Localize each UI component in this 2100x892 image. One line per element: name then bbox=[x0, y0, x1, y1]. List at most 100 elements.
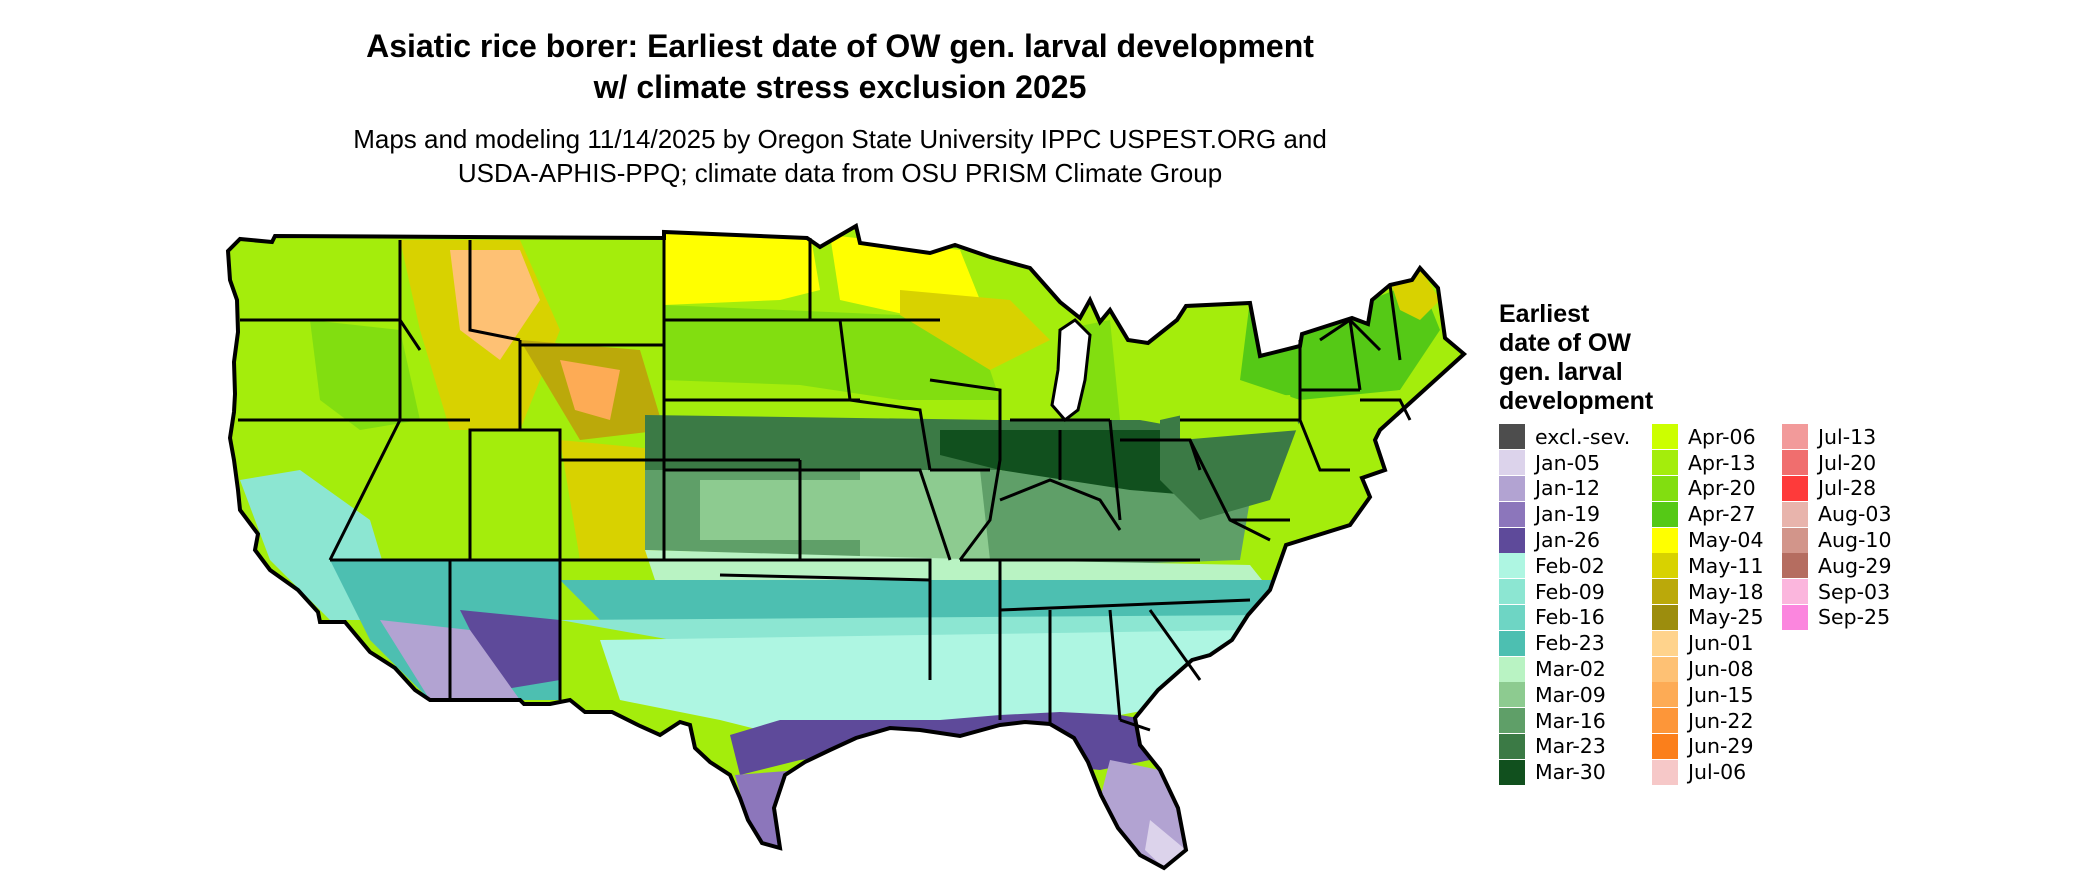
legend-swatch bbox=[1652, 656, 1678, 682]
legend-swatch bbox=[1782, 604, 1808, 630]
legend-label: Feb-23 bbox=[1535, 631, 1605, 656]
legend-label: Feb-16 bbox=[1535, 605, 1605, 630]
state-borders bbox=[238, 238, 1412, 732]
legend-label: Jul-20 bbox=[1818, 450, 1877, 475]
legend-label: May-04 bbox=[1688, 528, 1764, 553]
legend-item: Feb-23 bbox=[1499, 630, 1630, 656]
legend-label: May-11 bbox=[1688, 553, 1764, 578]
legend-label: Apr-13 bbox=[1688, 450, 1756, 475]
legend-swatch bbox=[1652, 527, 1678, 553]
legend-label: May-18 bbox=[1688, 579, 1764, 604]
legend-title-line: development bbox=[1499, 387, 1654, 415]
zone-feb23-band bbox=[560, 580, 1290, 620]
legend-item: Mar-09 bbox=[1499, 682, 1630, 708]
legend-label: Aug-10 bbox=[1818, 528, 1892, 553]
legend-label: Mar-23 bbox=[1535, 734, 1606, 759]
legend-label: Aug-03 bbox=[1818, 502, 1892, 527]
legend-label: Jul-13 bbox=[1818, 424, 1877, 449]
legend-swatch bbox=[1652, 733, 1678, 759]
legend-swatch bbox=[1499, 630, 1525, 656]
zone-feb02-south bbox=[600, 630, 1250, 740]
legend-label: May-25 bbox=[1688, 605, 1764, 630]
legend-label: Feb-02 bbox=[1535, 553, 1605, 578]
legend-swatch bbox=[1652, 501, 1678, 527]
legend-swatch bbox=[1499, 527, 1525, 553]
legend-label: Jun-08 bbox=[1688, 657, 1754, 682]
zone-apr20-or bbox=[310, 320, 420, 430]
legend-item: Mar-16 bbox=[1499, 708, 1630, 734]
legend-swatch bbox=[1782, 579, 1808, 605]
legend-label: Jun-29 bbox=[1688, 734, 1754, 759]
zone-may11-co bbox=[560, 440, 664, 560]
legend-swatch bbox=[1499, 733, 1525, 759]
legend-swatch bbox=[1652, 553, 1678, 579]
legend-label: Jan-26 bbox=[1535, 528, 1601, 553]
legend-swatch bbox=[1499, 708, 1525, 734]
legend-column-1: excl.-sev. Jan-05 Jan-12 Jan-19 Jan-26 Feb-02… bbox=[1499, 424, 1630, 785]
legend-swatch bbox=[1782, 450, 1808, 476]
legend-item: Jun-08 bbox=[1652, 656, 1764, 682]
legend-swatch bbox=[1652, 424, 1678, 450]
legend-item: Apr-20 bbox=[1652, 475, 1764, 502]
lake-michigan bbox=[1050, 318, 1092, 423]
legend-item: Jun-15 bbox=[1652, 682, 1764, 708]
zone-mar09-mo bbox=[860, 470, 990, 560]
legend-swatch bbox=[1652, 579, 1678, 605]
legend-swatch bbox=[1782, 501, 1808, 527]
legend-label: Mar-09 bbox=[1535, 682, 1606, 707]
legend-item: Jun-01 bbox=[1652, 630, 1764, 656]
legend-item: Sep-25 bbox=[1782, 604, 1892, 631]
legend-item: Aug-29 bbox=[1782, 553, 1892, 579]
zone-apr20-midwest bbox=[664, 305, 1000, 400]
legend-swatch bbox=[1652, 708, 1678, 734]
legend-label: Sep-03 bbox=[1818, 579, 1891, 604]
legend-item: Sep-03 bbox=[1782, 579, 1892, 605]
legend-item: Jan-26 bbox=[1499, 527, 1630, 553]
legend-swatch bbox=[1499, 604, 1525, 630]
legend-label: excl.-sev. bbox=[1535, 424, 1631, 449]
legend-swatch bbox=[1652, 450, 1678, 476]
legend-item: Jan-12 bbox=[1499, 475, 1630, 502]
legend-item: Jan-05 bbox=[1499, 450, 1630, 476]
legend-swatch bbox=[1499, 553, 1525, 579]
legend-item: Jul-20 bbox=[1782, 450, 1892, 476]
legend-swatch bbox=[1499, 475, 1525, 501]
legend-label: Apr-27 bbox=[1688, 502, 1756, 527]
zone-jun08-rockies bbox=[450, 250, 540, 360]
legend-item: excl.-sev. bbox=[1499, 424, 1630, 450]
legend-column-3: Jul-13 Jul-20 Jul-28 Aug-03 Aug-10 Aug-29 Sep-… bbox=[1782, 424, 1892, 630]
legend-item: May-04 bbox=[1652, 527, 1764, 553]
legend-title-line: Earliest bbox=[1499, 300, 1590, 328]
zone-jun15-wy bbox=[560, 360, 620, 420]
legend-item: Feb-02 bbox=[1499, 553, 1630, 579]
legend-label: Jun-01 bbox=[1688, 631, 1754, 656]
title-line-1: Asiatic rice borer: Earliest date of OW … bbox=[366, 28, 1314, 64]
zone-jan26-az bbox=[460, 610, 560, 690]
legend-item: Jun-22 bbox=[1652, 708, 1764, 734]
legend-item: Aug-10 bbox=[1782, 527, 1892, 553]
legend-item: May-11 bbox=[1652, 553, 1764, 579]
legend-item: Mar-23 bbox=[1499, 733, 1630, 760]
us-outline bbox=[225, 222, 1468, 871]
legend-swatch bbox=[1652, 682, 1678, 708]
legend-label: Aug-29 bbox=[1818, 553, 1892, 578]
legend-label: Apr-20 bbox=[1688, 476, 1756, 501]
legend-label: Jun-15 bbox=[1688, 682, 1754, 707]
legend-label: Jan-05 bbox=[1535, 450, 1601, 475]
legend-item: Mar-30 bbox=[1499, 759, 1630, 785]
legend-label: Jan-19 bbox=[1535, 502, 1601, 527]
legend-swatch bbox=[1499, 501, 1525, 527]
legend-item: May-25 bbox=[1652, 604, 1764, 631]
subtitle-line-1: Maps and modeling 11/14/2025 by Oregon S… bbox=[353, 124, 1327, 154]
legend-item: Jan-19 bbox=[1499, 501, 1630, 527]
zone-apr13-pa bbox=[1180, 395, 1300, 440]
title-line-2: w/ climate stress exclusion 2025 bbox=[593, 69, 1087, 105]
legend-title-line: gen. larval bbox=[1499, 358, 1623, 386]
legend-label: Jun-22 bbox=[1688, 708, 1754, 733]
legend-item: Feb-09 bbox=[1499, 579, 1630, 605]
legend-item: Apr-06 bbox=[1652, 424, 1764, 450]
legend-label: Mar-02 bbox=[1535, 657, 1606, 682]
legend-label: Apr-06 bbox=[1688, 424, 1756, 449]
legend-label: Mar-16 bbox=[1535, 708, 1606, 733]
